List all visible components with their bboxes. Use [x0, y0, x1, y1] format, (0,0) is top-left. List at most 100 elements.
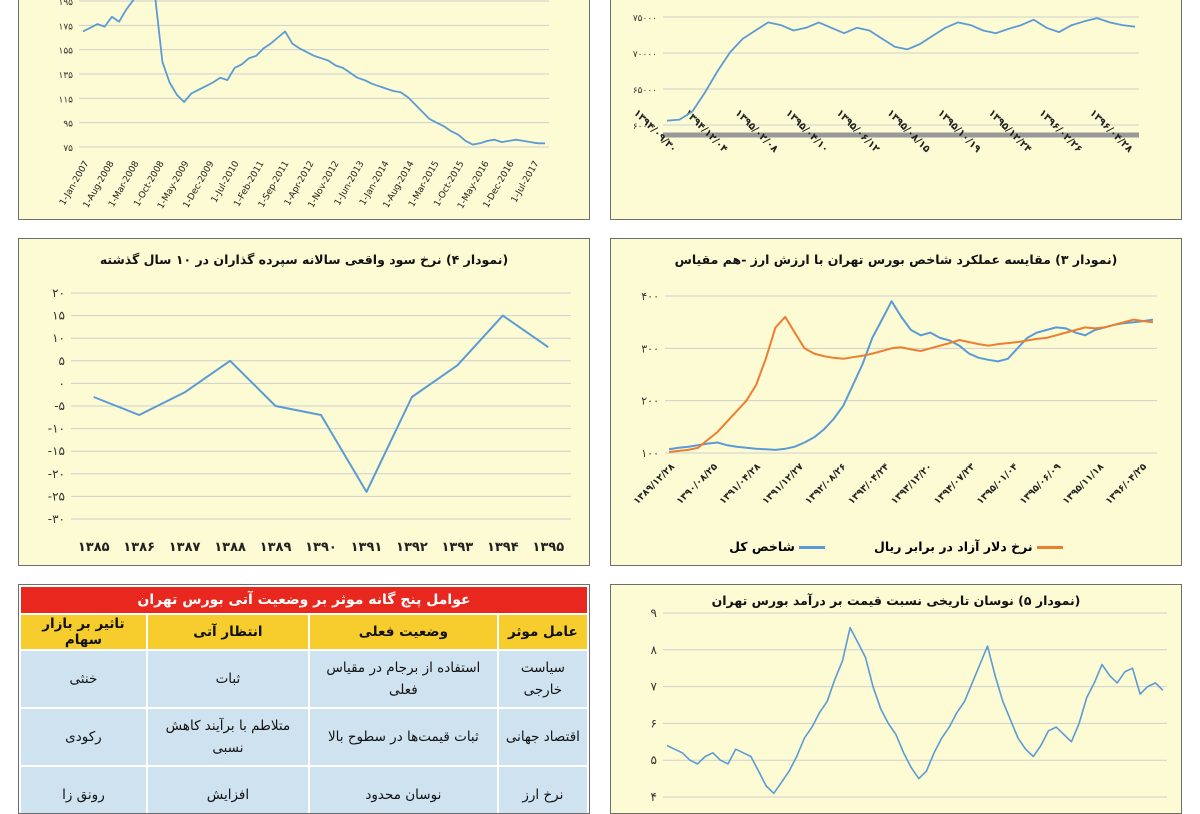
x-tick-label: ۱۳۹۴	[487, 540, 519, 555]
y-tick-label: ۱۷۵	[58, 22, 73, 32]
chart3-title: (نمودار ۳) مقایسه عملکرد شاخص بورس تهران…	[674, 252, 1118, 267]
table-header-cell: تاثیر بر بازار سهام	[21, 615, 146, 649]
x-tick-label: ۱۳۸۹/۱۲/۲۸	[632, 461, 678, 507]
x-tick-label: ۱۳۹۶/۰۴/۲۸	[1087, 108, 1134, 155]
chart-top-left-panel: ۷۵ ۹۵ ۱۱۵ ۱۳۵ ۱۵۵ ۱۷۵ ۱۹۵ 1-Jan-2007 1-Aug-2008 1…	[18, 0, 590, 220]
x-tick-label: ۱۳۹۳	[441, 540, 473, 555]
table-row: اقتصاد جهانی ثبات قیمت‌ها در سطوح بالا م…	[21, 709, 587, 765]
chart3-legend: نرخ دلار آزاد در برابر ریال شاخص کل	[611, 539, 1181, 554]
table-cell: استفاده از برجام در مقیاس فعلی	[310, 651, 497, 707]
x-tick-label: ۱۳۹۴/۰۷/۲۳	[932, 461, 978, 507]
chart4-title: (نمودار ۴) نرخ سود واقعی سالانه سپرده گذ…	[99, 252, 509, 267]
chart5: ۴ ۵ ۶ ۷ ۸ ۹	[651, 606, 1167, 804]
y-tick-label: ۷۵۰۰۰	[633, 14, 657, 24]
chart3-panel: (نمودار ۳) مقایسه عملکرد شاخص بورس تهران…	[610, 238, 1182, 566]
y-tick-label: ۷۵	[63, 144, 73, 154]
chart4-panel: (نمودار ۴) نرخ سود واقعی سالانه سپرده گذ…	[18, 238, 590, 566]
series-line-0	[668, 300, 1154, 451]
x-tick-label: ۱۳۸۸	[214, 540, 246, 555]
series-line-0	[666, 626, 1164, 795]
x-tick-label: ۱۳۹۵/۰۱/۰۴	[975, 461, 1021, 507]
chart5-title: (نمودار ۵) نوسان تاریخی نسبت قیمت بر درآ…	[711, 593, 1081, 608]
x-tick-label: ۱۳۹۵/۰۴/۱۰	[783, 108, 830, 155]
chart5-panel: (نمودار ۵) نوسان تاریخی نسبت قیمت بر درآ…	[610, 584, 1182, 814]
factors-table-panel: عوامل پنج گانه موثر بر وضعیت آتی بورس ته…	[18, 584, 590, 814]
x-tick-label: ۱۳۸۵	[78, 540, 110, 555]
legend-swatch-dollar	[1036, 546, 1063, 549]
y-tick-label: ۴۰۰	[641, 290, 659, 303]
table-header-cell: انتظار آتی	[147, 615, 309, 649]
x-tick-label: ۱۳۹۵/۱۲/۲۴	[986, 108, 1033, 155]
chart-top-left: ۷۵۹۵۱۱۵۱۳۵۱۵۵۱۷۵۱۹۵1-Jan-20071-Aug-20081…	[58, 0, 549, 211]
x-tick-label: ۱۳۸۶	[123, 540, 155, 555]
y-tick-label: -۲۵	[48, 489, 65, 503]
x-tick-label: ۱۳۹۱/۱۲/۲۷	[760, 461, 806, 507]
series-line-0	[666, 17, 1136, 122]
x-tick-label: ۱۳۹۵/۱۱/۱۸	[1061, 461, 1107, 507]
y-tick-label: ۵	[59, 354, 65, 368]
x-tick-label: ۱۳۸۹	[260, 540, 292, 555]
table-cell: افزایش	[147, 767, 309, 813]
x-tick-label: ۱۳۹۵/۰۶/۱۲	[834, 108, 881, 155]
table-cell: سیاست خارجی	[498, 651, 587, 707]
x-tick-label: ۱۳۹۶/۰۴/۲۵	[1104, 461, 1150, 507]
y-tick-label: ۱۵۵	[58, 47, 73, 57]
factors-table: عامل موثر وضعیت فعلی انتظار آتی تاثیر بر…	[19, 613, 589, 813]
x-tick-label: ۱۳۹۲/۰۸/۲۶	[803, 461, 848, 506]
x-tick-label: ۱۳۸۷	[169, 540, 201, 555]
x-tick-label: ۱۳۹۴/۱۲/۰۴	[682, 108, 729, 155]
y-tick-label: ۷	[651, 680, 658, 694]
x-tick-label: ۱۳۹۵	[532, 540, 564, 555]
chart4: -۳۰ -۲۵ -۲۰ -۱۵ -۱۰ -۵ ۰ ۵ ۱۰ ۱۵ ۲۰ ۱۳۸۵ ۱۳۸۶ ۱۳۸۷ ۱۳۸…	[48, 286, 571, 555]
table-cell: اقتصاد جهانی	[498, 709, 587, 765]
table-cell: ثبات قیمت‌ها در سطوح بالا	[310, 709, 497, 765]
table-row: نرخ ارز نوسان محدود افزایش رونق زا	[21, 767, 587, 813]
series-line-1	[668, 315, 1154, 453]
x-tick-label: ۱۳۹۰	[305, 540, 337, 555]
legend-label-dollar: نرخ دلار آزاد در برابر ریال	[873, 539, 1033, 554]
table-cell: رونق زا	[21, 767, 146, 813]
table-header-row: عامل موثر وضعیت فعلی انتظار آتی تاثیر بر…	[21, 615, 587, 649]
y-tick-label: ۴	[651, 790, 657, 804]
y-tick-label: ۸	[651, 643, 658, 657]
legend-swatch-index	[799, 546, 826, 549]
table-cell: نوسان محدود	[310, 767, 497, 813]
x-tick-label: ۱۳۹۱/۰۴/۲۸	[717, 461, 763, 507]
y-tick-label: ۹۵	[63, 120, 73, 130]
table-cell: نرخ ارز	[498, 767, 587, 813]
series-line-0	[93, 314, 549, 493]
table-header-cell: وضعیت فعلی	[310, 615, 497, 649]
x-tick-label: ۱۳۹۵/۰۶/۰۹	[1018, 461, 1064, 507]
y-tick-label: ۶۵۰۰۰	[633, 86, 657, 96]
chart-top-right-panel: ۶۰۰۰۰ ۶۵۰۰۰ ۷۰۰۰۰ ۷۵۰۰۰ ۱۳۹۴/۰۹/۳۰ ۱۳۹۴/۱۲/۰۴…	[610, 0, 1182, 220]
y-tick-label: ۱۳۵	[58, 71, 73, 81]
y-tick-label: ۶۰۰۰۰	[633, 122, 657, 132]
y-tick-label: ۲۰۰	[641, 395, 659, 408]
y-tick-label: ۲۰	[52, 286, 65, 300]
x-tick-label: ۱۳۹۰/۰۸/۲۵	[675, 461, 721, 507]
x-tick-label: ۱۳۹۱	[351, 540, 383, 555]
table-header-cell: عامل موثر	[498, 615, 587, 649]
y-tick-label: ۱۹۵	[58, 0, 73, 8]
y-tick-label: ۹	[651, 606, 657, 620]
y-tick-label: ۱۱۵	[58, 95, 73, 105]
y-tick-label: -۱۰	[48, 422, 65, 436]
y-tick-label: ۵	[651, 753, 657, 767]
y-tick-label: -۱۵	[48, 444, 65, 458]
y-tick-label: -۵	[54, 399, 65, 413]
x-tick-label: ۱۳۹۲	[396, 540, 428, 555]
table-cell: خنثی	[21, 651, 146, 707]
table-cell: متلاطم با برآیند کاهش نسبی	[147, 709, 309, 765]
y-tick-label: -۲۰	[48, 467, 65, 481]
x-tick-label: ۱۳۹۳/۰۴/۲۴	[846, 461, 892, 507]
y-tick-label: ۳۰۰	[641, 342, 659, 355]
chart3: ۱۰۰ ۲۰۰ ۳۰۰ ۴۰۰ ۱۳۸۹/۱۲/۲۸۱۳۹۰/۰۸/۲۵۱۳۹۱/۰۴/…	[632, 290, 1157, 507]
table-row: سیاست خارجی استفاده از برجام در مقیاس فع…	[21, 651, 587, 707]
x-tick-label: ۱۳۹۶/۰۲/۲۶	[1037, 108, 1084, 155]
factors-table-title: عوامل پنج گانه موثر بر وضعیت آتی بورس ته…	[21, 587, 587, 613]
x-tick-label: ۱۳۹۳/۱۲/۲۰	[889, 461, 934, 506]
x-tick-label: ۱۳۹۵/۱۰/۱۹	[935, 108, 982, 155]
x-tick-label: ۱۳۹۵/۰۲/۰۸	[733, 108, 780, 155]
legend-label-index: شاخص کل	[729, 539, 795, 554]
